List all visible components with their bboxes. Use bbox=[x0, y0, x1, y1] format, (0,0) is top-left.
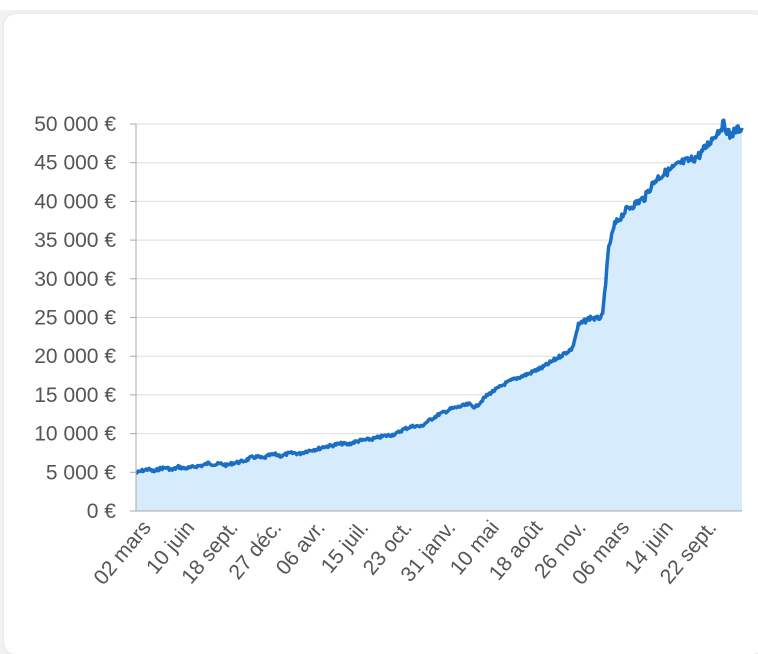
axes bbox=[135, 124, 742, 512]
line-layer bbox=[135, 118, 744, 475]
area-chart: 0 € 5 000 € 10 000 € 15 000 € 20 000 € 25 000… bbox=[34, 113, 744, 589]
x-tick-label-4: 06 avr. bbox=[272, 516, 330, 579]
y-tick-label-10: 50 000 € bbox=[34, 113, 116, 136]
y-tick-label-3: 15 000 € bbox=[34, 384, 116, 407]
y-tick-label-6: 30 000 € bbox=[34, 268, 116, 291]
y-tick-labels: 0 € 5 000 € 10 000 € 15 000 € 20 000 € 25 000… bbox=[34, 113, 116, 523]
top-strip bbox=[0, 0, 758, 10]
y-tick-label-4: 20 000 € bbox=[34, 345, 116, 368]
y-tick-label-5: 25 000 € bbox=[34, 307, 116, 330]
y-tick-label-9: 45 000 € bbox=[34, 152, 116, 175]
series-line bbox=[135, 118, 744, 475]
y-tick-label-1: 5 000 € bbox=[46, 461, 116, 484]
series-area bbox=[136, 120, 742, 511]
x-tick-label-0: 02 mars bbox=[89, 516, 155, 589]
y-tick-label-7: 35 000 € bbox=[34, 229, 116, 252]
area-layer bbox=[136, 120, 742, 511]
y-tick-label-0: 0 € bbox=[87, 500, 117, 523]
y-tick-label-2: 10 000 € bbox=[34, 423, 116, 446]
y-tick-label-8: 40 000 € bbox=[34, 190, 116, 213]
